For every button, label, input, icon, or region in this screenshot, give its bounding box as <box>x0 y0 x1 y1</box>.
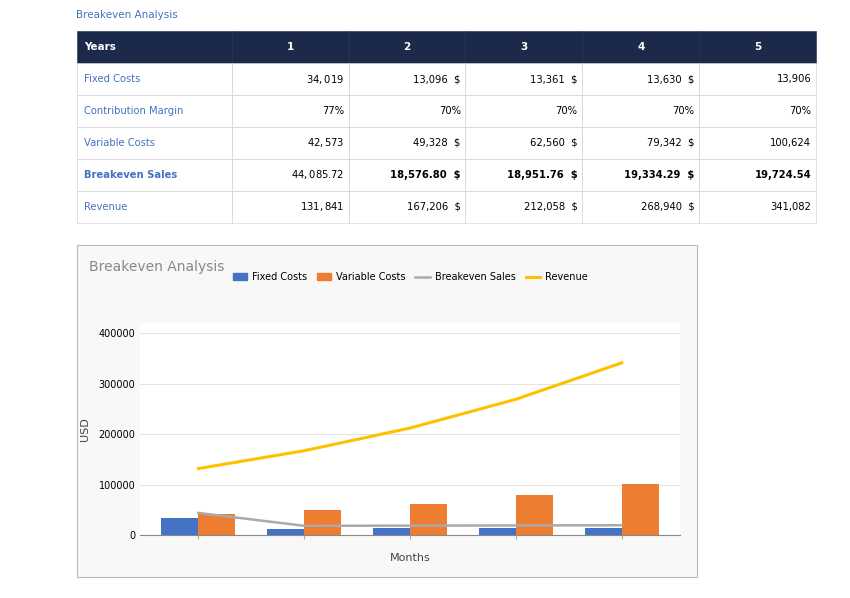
Text: Breakeven Analysis: Breakeven Analysis <box>89 260 224 274</box>
Revenue <box>511 396 521 403</box>
Breakeven Sales <box>405 522 415 529</box>
X-axis label: Months: Months <box>390 553 430 563</box>
Bar <box>516 495 553 535</box>
Bar <box>267 529 304 535</box>
Revenue <box>405 425 415 432</box>
Line: Breakeven Sales: Breakeven Sales <box>198 513 622 526</box>
Bar <box>479 528 516 535</box>
Bar <box>373 529 410 535</box>
Breakeven Sales <box>511 522 521 529</box>
Bar <box>410 504 447 535</box>
Revenue <box>299 447 309 454</box>
Breakeven Sales <box>617 521 627 529</box>
Revenue <box>617 359 627 367</box>
Legend: Fixed Costs, Variable Costs, Breakeven Sales, Revenue: Fixed Costs, Variable Costs, Breakeven S… <box>229 269 592 286</box>
Line: Revenue: Revenue <box>198 363 622 469</box>
Breakeven Sales <box>299 522 309 529</box>
Text: Breakeven Analysis: Breakeven Analysis <box>76 10 178 20</box>
Y-axis label: USD: USD <box>80 417 90 441</box>
Bar <box>198 514 235 535</box>
Bar <box>585 528 622 535</box>
Revenue <box>193 465 203 472</box>
Breakeven Sales <box>193 509 203 517</box>
Bar <box>304 510 342 535</box>
Bar <box>162 518 198 535</box>
Bar <box>622 484 659 535</box>
